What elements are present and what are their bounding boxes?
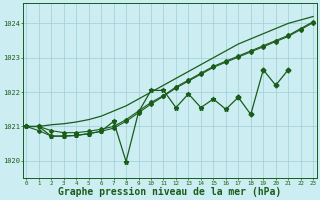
- X-axis label: Graphe pression niveau de la mer (hPa): Graphe pression niveau de la mer (hPa): [58, 187, 281, 197]
